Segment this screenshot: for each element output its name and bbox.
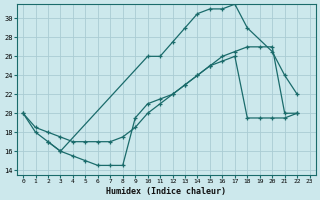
X-axis label: Humidex (Indice chaleur): Humidex (Indice chaleur) <box>106 187 226 196</box>
